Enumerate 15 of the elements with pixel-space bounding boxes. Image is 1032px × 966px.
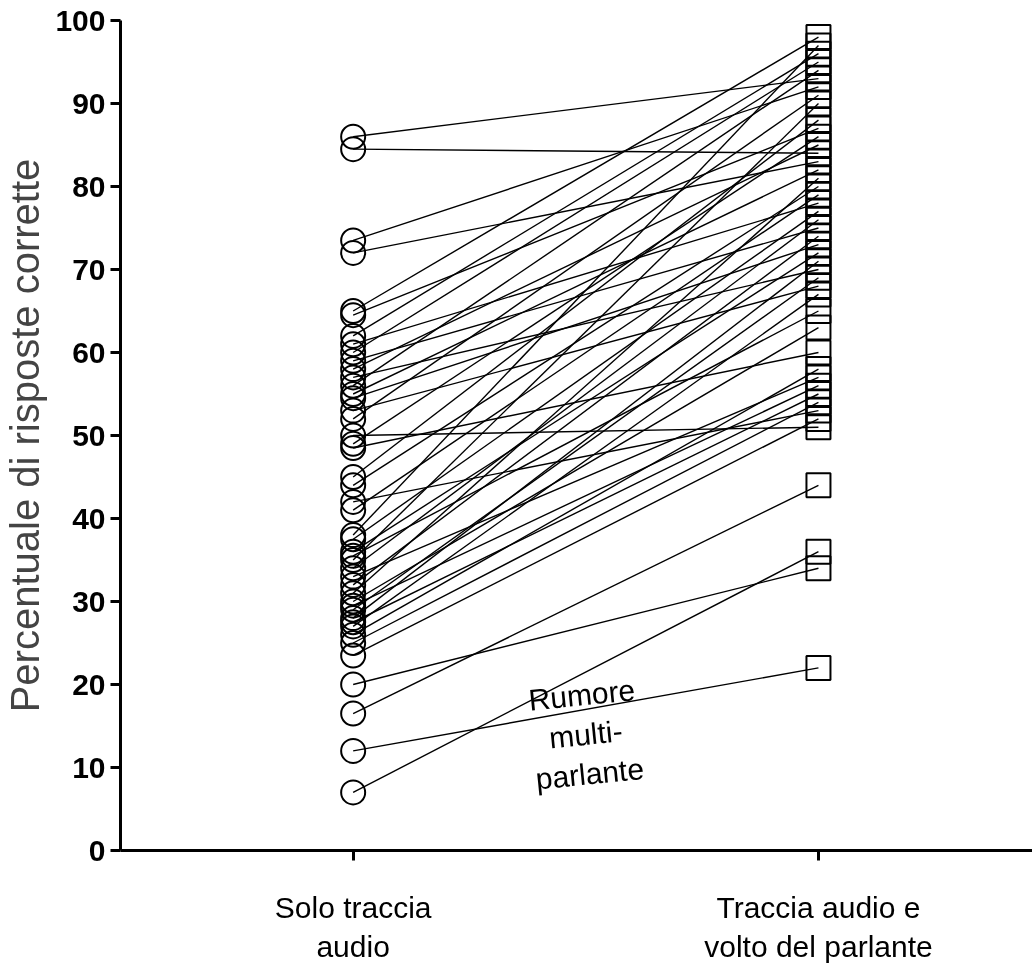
y-tick-label: 70 — [72, 252, 106, 286]
y-tick-label: 40 — [72, 501, 106, 535]
y-tick-label: 10 — [72, 750, 106, 784]
y-tick-label: 60 — [72, 335, 106, 369]
x-tick-label: Traccia audio e volto del parlante — [704, 890, 933, 964]
y-tick-label: 100 — [55, 3, 106, 37]
y-tick-label: 0 — [88, 833, 106, 867]
y-tick-label: 30 — [72, 584, 106, 618]
y-tick-label: 20 — [72, 667, 106, 701]
annotation: Rumore multi- parlante — [527, 673, 646, 796]
y-tick-label: 90 — [72, 86, 106, 120]
y-tick-label: 50 — [72, 418, 106, 452]
y-tick-label: 80 — [72, 169, 106, 203]
x-tick-label: Solo traccia audio — [274, 890, 432, 964]
y-axis-title: Percentuale di risposte corrette — [3, 158, 48, 713]
